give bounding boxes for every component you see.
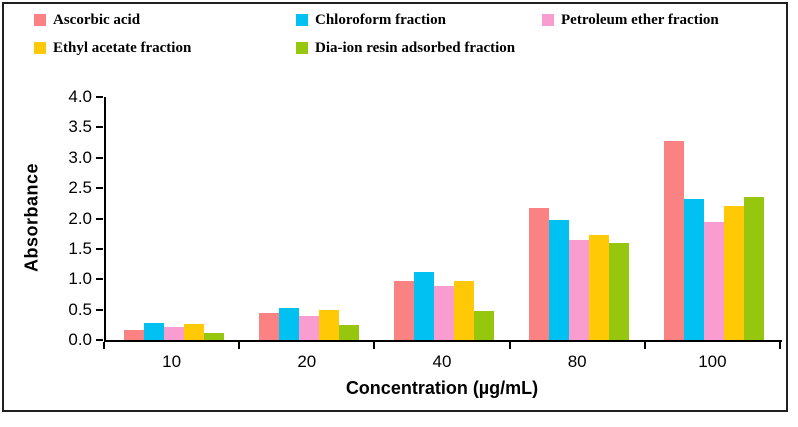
y-axis-tick-label: 3.5 — [68, 117, 92, 137]
legend-item-ethyl-acetate-fraction: Ethyl acetate fraction — [34, 40, 191, 56]
y-axis-tick-label: 4.0 — [68, 87, 92, 106]
bar-ascorbic-acid-40 — [394, 281, 414, 340]
legend-label: Ethyl acetate fraction — [53, 40, 192, 56]
y-axis-tick-label: 3.0 — [68, 147, 92, 167]
x-axis-category-label: 40 — [432, 352, 452, 371]
y-axis-tick — [96, 308, 103, 311]
bar-ethyl-acetate-fraction-80 — [589, 235, 610, 340]
bar-dia-ion-resin-adsorbed-fraction-20 — [338, 325, 359, 340]
y-axis-tick-label: 1.5 — [68, 238, 92, 258]
bar-dia-ion-resin-adsorbed-fraction-80 — [609, 243, 630, 340]
bar-petroleum-ether-fraction-100 — [704, 222, 725, 340]
bar-chloroform-fraction-20 — [278, 308, 299, 340]
bar-chloroform-fraction-40 — [414, 272, 434, 340]
bar-ascorbic-acid-20 — [258, 313, 279, 340]
legend-swatch-icon — [34, 14, 46, 26]
x-axis-category-label: 80 — [567, 352, 587, 371]
legend-label: Ascorbic acid — [53, 12, 141, 28]
plot-area — [104, 97, 782, 342]
y-axis-tick-label: 2.0 — [68, 208, 92, 228]
legend-item-dia-ion-resin-adsorbed-fraction: Dia-ion resin adsorbed fraction — [296, 40, 515, 56]
y-axis-title: Absorbance — [21, 162, 42, 273]
x-axis-tick — [779, 342, 781, 349]
chart-frame-border: Ascorbic acid Chloroform fraction Petroleu… — [2, 2, 788, 412]
legend-item-petroleum-ether-fraction: Petroleum ether fraction — [542, 12, 719, 28]
bar-dia-ion-resin-adsorbed-fraction-10 — [203, 333, 224, 340]
x-axis-tick — [643, 342, 646, 349]
bar-dia-ion-resin-adsorbed-fraction-100 — [744, 197, 765, 340]
legend-label: Chloroform fraction — [315, 12, 446, 28]
bar-ascorbic-acid-80 — [529, 208, 550, 340]
bar-ethyl-acetate-fraction-20 — [318, 310, 339, 340]
x-axis-tick — [508, 342, 511, 349]
x-axis-category-label: 10 — [162, 352, 182, 371]
y-axis-tick-label: 0.0 — [68, 330, 92, 349]
y-axis-tick-label: 0.5 — [68, 299, 92, 319]
bar-ethyl-acetate-fraction-100 — [724, 206, 745, 340]
bar-petroleum-ether-fraction-10 — [163, 327, 184, 340]
x-axis-tick — [238, 342, 241, 349]
x-axis-tick — [373, 342, 376, 349]
y-axis-tick — [96, 126, 103, 129]
legend-swatch-icon — [542, 14, 554, 26]
bar-ascorbic-acid-10 — [123, 330, 144, 340]
y-axis-tick — [96, 247, 103, 250]
bar-ethyl-acetate-fraction-10 — [183, 324, 204, 340]
y-axis-tick-label: 2.5 — [68, 178, 92, 198]
legend-item-ascorbic-acid: Ascorbic acid — [34, 12, 140, 28]
legend-swatch-icon — [34, 42, 46, 54]
bar-ethyl-acetate-fraction-40 — [454, 281, 474, 340]
bar-dia-ion-resin-adsorbed-fraction-40 — [474, 311, 494, 340]
x-axis-category-label: 100 — [698, 352, 727, 371]
y-axis-tick — [96, 187, 103, 190]
bar-chloroform-fraction-100 — [684, 199, 705, 340]
bar-ascorbic-acid-100 — [664, 141, 685, 340]
x-axis-tick — [103, 342, 105, 349]
legend-item-chloroform-fraction: Chloroform fraction — [296, 12, 446, 28]
x-axis-title: Concentration (µg/mL) — [345, 378, 539, 398]
bar-chloroform-fraction-10 — [143, 323, 164, 340]
bar-petroleum-ether-fraction-80 — [569, 240, 590, 340]
legend-swatch-icon — [296, 42, 308, 54]
y-axis-tick — [96, 156, 103, 159]
bar-petroleum-ether-fraction-20 — [298, 316, 319, 340]
y-axis-tick — [96, 339, 103, 341]
y-axis-tick-label: 1.0 — [68, 269, 92, 289]
y-axis-tick — [96, 96, 103, 98]
y-axis-tick — [96, 217, 103, 220]
y-axis-tick — [96, 278, 103, 281]
bar-petroleum-ether-fraction-40 — [434, 286, 454, 340]
legend-label: Dia-ion resin adsorbed fraction — [315, 40, 516, 56]
bar-chloroform-fraction-80 — [549, 220, 570, 340]
legend-swatch-icon — [296, 14, 308, 26]
x-axis-category-label: 20 — [297, 352, 317, 371]
legend-label: Petroleum ether fraction — [561, 12, 719, 28]
